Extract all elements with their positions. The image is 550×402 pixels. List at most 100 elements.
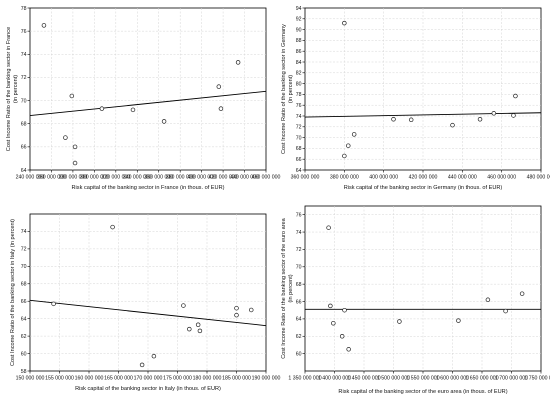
- y-tick-label: 62: [21, 334, 27, 340]
- x-tick-label: 185 000 000: [222, 376, 251, 382]
- data-point: [346, 143, 351, 148]
- x-tick-label: 300 000 000: [80, 175, 109, 181]
- data-point: [328, 303, 333, 309]
- data-point: [187, 326, 192, 332]
- x-tick-label: 240 000 000: [16, 175, 45, 181]
- y-tick-label: 84: [296, 60, 302, 66]
- y-tick-label: 68: [296, 146, 302, 152]
- x-tick-label: 360 000 000: [144, 175, 173, 181]
- x-tick-label: 190 000 000: [252, 376, 281, 382]
- y-axis-label: Cost Income Ratio of the banking sector …: [281, 217, 287, 358]
- y-tick-label: 90: [296, 27, 302, 33]
- y-tick-label: 62: [296, 334, 302, 340]
- chart-germany: 360 000 000 380 000 000 400 000 000 420 000…: [275, 0, 550, 201]
- x-tick-label: 165 000 000: [104, 376, 133, 382]
- data-point: [197, 328, 203, 334]
- y-tick-label: 58: [21, 369, 27, 375]
- y-tick-label: 64: [296, 317, 302, 323]
- y-tick-label: 80: [296, 81, 302, 87]
- data-point: [139, 362, 145, 368]
- y-tick-label: 60: [21, 351, 27, 357]
- data-point: [519, 291, 525, 296]
- x-tick-label: 380 000 000: [330, 175, 359, 181]
- x-tick-label: 1 650 000 000: [465, 376, 498, 382]
- data-point: [456, 318, 461, 323]
- data-point: [346, 347, 351, 352]
- y-tick-label: 68: [21, 282, 27, 288]
- data-point: [342, 307, 347, 313]
- plot-area: [29, 7, 267, 171]
- x-axis-label: Risk capital of the banking sector of th…: [338, 389, 507, 395]
- y-tick-label: 66: [296, 157, 302, 163]
- x-axis-label: Risk capital of the banking sector in It…: [75, 386, 221, 392]
- data-point: [511, 113, 516, 118]
- y-axis-label: Cost Income Ratio of the banking sector …: [10, 219, 16, 366]
- y-tick-label: 82: [296, 71, 302, 77]
- x-tick-label: 460 000 000: [252, 175, 281, 181]
- x-tick-label: 360 000 000: [291, 175, 320, 181]
- y-tick-label: 68: [21, 122, 27, 128]
- data-point: [195, 322, 201, 328]
- x-tick-label: 155 000 000: [45, 376, 74, 382]
- y-tick-label: 78: [296, 92, 302, 98]
- y-tick-label: 72: [296, 247, 302, 253]
- data-point: [326, 225, 331, 230]
- y-tick-label: 72: [21, 247, 27, 253]
- chart-germany-svg: 360 000 000 380 000 000 400 000 000 420 000…: [281, 6, 550, 191]
- y-axis-label: (in percent): [288, 274, 294, 302]
- x-tick-label: 160 000 000: [75, 376, 104, 382]
- y-axis-label: (in percent): [13, 75, 19, 103]
- x-tick-label: 1 600 000 000: [436, 376, 469, 382]
- data-point: [485, 297, 491, 303]
- regression-line: [29, 90, 267, 117]
- x-tick-label: 1 550 000 000: [406, 376, 439, 382]
- data-point: [216, 84, 222, 89]
- y-axis-label: Cost Income Ratio of the banking sector …: [6, 27, 12, 151]
- x-axis-label: Risk capital of the banking sector in Fr…: [72, 185, 225, 191]
- regression-line: [304, 112, 542, 118]
- y-tick-label: 86: [296, 49, 302, 55]
- y-tick-label: 70: [296, 135, 302, 141]
- x-tick-label: 460 000 000: [487, 175, 516, 181]
- chart-euro-area: 1 350 000 000 1 400 000 000 1 450 000 000 1…: [275, 201, 550, 402]
- x-tick-label: 400 000 000: [369, 175, 398, 181]
- y-tick-label: 64: [21, 168, 27, 174]
- x-tick-label: 440 000 000: [230, 175, 259, 181]
- chart-italy: 150 000 000 155 000 000 160 000 000 165 000…: [0, 201, 281, 402]
- y-tick-label: 60: [296, 351, 302, 357]
- x-tick-label: 380 000 000: [166, 175, 195, 181]
- y-axis-label: Cost Income Ratio of the banking sector …: [281, 24, 287, 154]
- data-point: [151, 353, 157, 359]
- y-tick-label: 88: [296, 38, 302, 44]
- data-point: [408, 117, 414, 123]
- data-point: [161, 119, 167, 124]
- y-tick-label: 66: [21, 145, 27, 151]
- y-tick-label: 74: [296, 114, 302, 120]
- data-point: [72, 144, 78, 150]
- y-tick-label: 74: [21, 229, 27, 235]
- data-point: [339, 334, 345, 339]
- data-point: [342, 20, 347, 26]
- y-tick-label: 94: [296, 6, 302, 12]
- x-tick-label: 260 000 000: [37, 175, 66, 181]
- x-tick-label: 175 000 000: [163, 376, 192, 382]
- y-tick-label: 66: [21, 299, 27, 305]
- data-point: [450, 122, 455, 128]
- data-point: [351, 132, 357, 137]
- y-tick-label: 72: [296, 125, 302, 131]
- y-tick-label: 78: [21, 6, 27, 12]
- data-point: [249, 307, 254, 313]
- x-tick-label: 480 000 000: [527, 175, 550, 181]
- data-point: [51, 301, 56, 307]
- data-point: [99, 106, 105, 111]
- data-point: [397, 319, 402, 324]
- y-tick-label: 70: [21, 264, 27, 270]
- y-tick-label: 68: [296, 282, 302, 288]
- data-point: [130, 107, 136, 113]
- data-point: [234, 305, 239, 311]
- regression-line: [29, 299, 267, 327]
- data-point: [391, 116, 396, 122]
- data-point: [218, 106, 224, 111]
- y-tick-label: 76: [296, 103, 302, 109]
